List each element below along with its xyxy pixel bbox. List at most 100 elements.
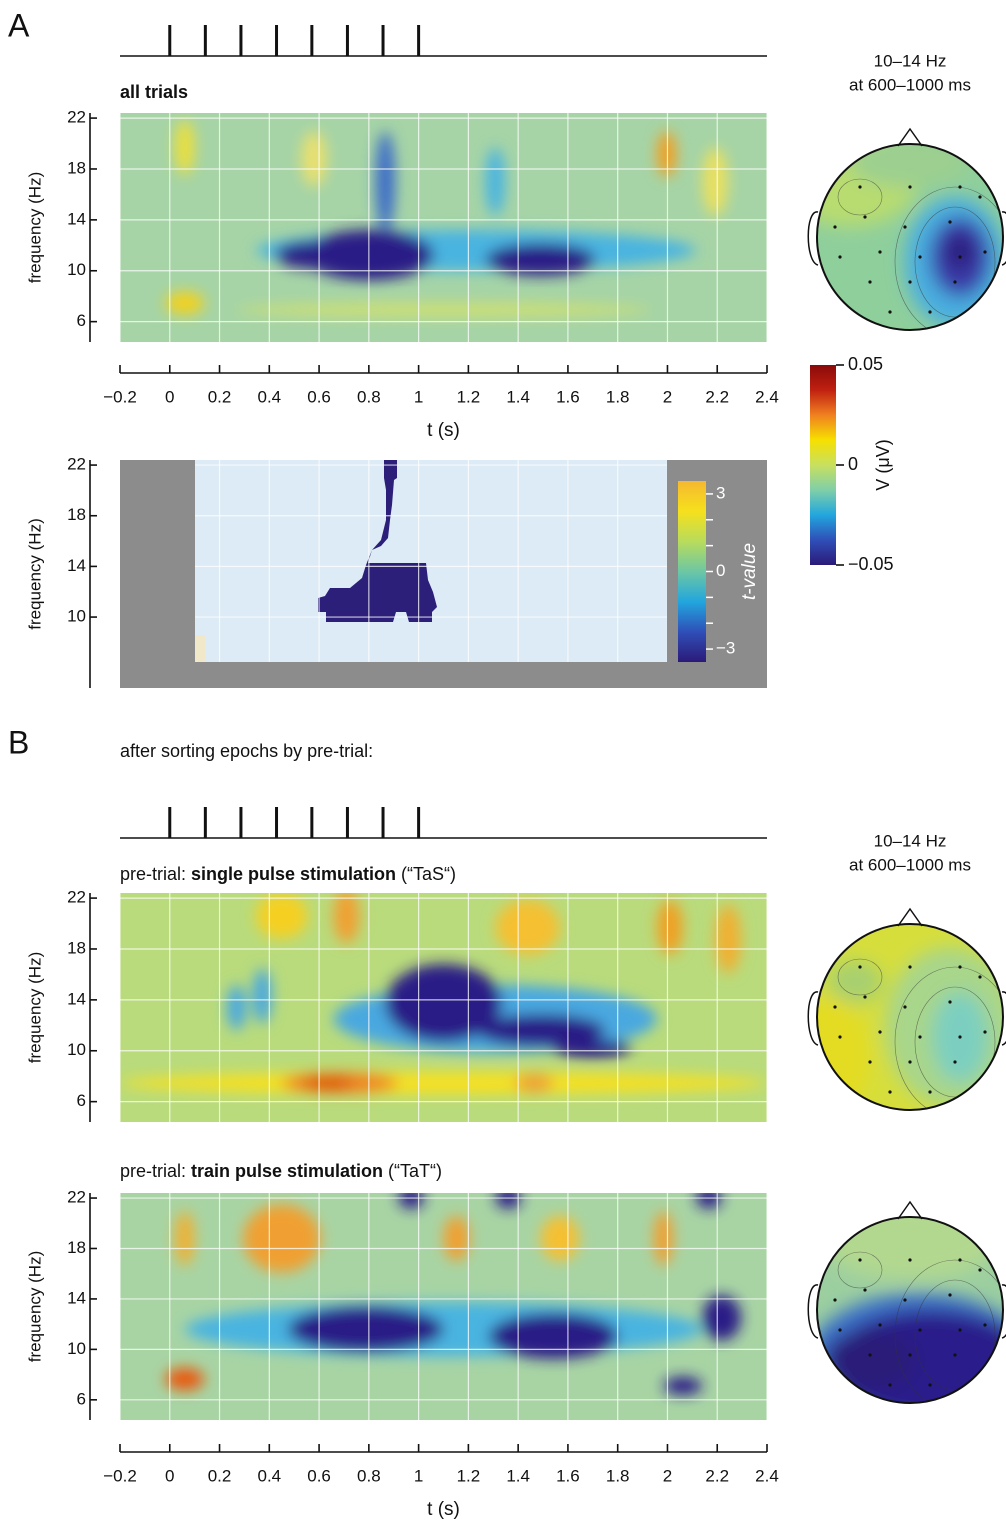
heatmap-blob	[443, 1215, 470, 1262]
heatmap-blob	[695, 1193, 722, 1209]
y-tick-label: 18	[67, 1238, 86, 1257]
electrode	[918, 1328, 922, 1332]
colorbar-label: V (μV)	[873, 439, 893, 490]
head-outline	[816, 923, 1004, 1111]
electrode	[918, 1035, 922, 1039]
nonsignificant-area	[195, 460, 667, 662]
topomap-blob	[827, 960, 883, 1004]
panel-subtitle: after sorting epochs by pre-trial:	[120, 741, 373, 761]
grid	[195, 460, 667, 662]
heatmap-image	[120, 893, 767, 1122]
topomap	[817, 144, 1003, 330]
heatmap-blob	[255, 893, 308, 939]
contour-line	[837, 1251, 883, 1289]
topomap-blobs	[817, 1217, 1003, 1403]
y-tick-label: 14	[67, 989, 86, 1008]
colorbar-tick-label: 0.05	[848, 354, 883, 374]
ear	[1001, 211, 1006, 266]
electrode	[948, 220, 952, 224]
panel-label: A	[8, 7, 30, 43]
heatmap-blob	[375, 131, 395, 233]
heatmap-blob	[174, 119, 195, 175]
x-tick-label: 0.2	[208, 1466, 232, 1485]
x-tick-label: 1.4	[506, 1466, 530, 1485]
heatmap-blob	[657, 131, 677, 178]
y-tick-label: 14	[67, 209, 86, 228]
heatmap-blob	[715, 904, 742, 974]
colorbar	[810, 365, 836, 565]
electrode	[833, 1005, 837, 1009]
title-part: pre-trial:	[120, 864, 191, 884]
electrode	[958, 255, 962, 259]
heatmap-blob	[398, 1193, 425, 1209]
electrode	[863, 215, 867, 219]
electrode	[908, 1258, 912, 1262]
x-tick-label: 2.4	[755, 1466, 779, 1485]
contour-line	[837, 178, 883, 216]
electrode	[903, 225, 907, 229]
x-tick-label: 0.4	[257, 1466, 281, 1485]
x-tick-label: 2.2	[705, 387, 729, 406]
topomap-blob	[820, 1217, 1000, 1280]
y-tick-label: 22	[67, 108, 86, 127]
heatmap-blob	[553, 1039, 632, 1058]
grid	[119, 1193, 768, 1420]
heatmap-blob	[653, 1211, 674, 1266]
electrode	[908, 1353, 912, 1357]
electrode	[858, 185, 862, 189]
electrode	[833, 225, 837, 229]
x-tick-label: 2	[663, 1466, 672, 1485]
title-part: train pulse stimulation	[191, 1161, 383, 1181]
electrode	[838, 255, 842, 259]
topomap-label: 10–14 Hz	[874, 831, 947, 850]
grid	[119, 113, 768, 342]
heatmap-blob	[236, 303, 651, 317]
contour-line	[914, 1279, 996, 1391]
x-tick-label: 1.6	[556, 1466, 580, 1485]
y-tick-label: 6	[77, 1389, 86, 1408]
topomap-label: at 600–1000 ms	[849, 75, 971, 94]
x-tick-label: 0	[165, 387, 174, 406]
electrode	[953, 1060, 957, 1064]
y-tick-label: 18	[67, 505, 86, 524]
y-axis-label: frequency (Hz)	[25, 172, 44, 283]
x-tick-label: −0.2	[103, 1466, 137, 1485]
electrode	[928, 310, 932, 314]
contour-line	[837, 958, 883, 996]
electrode	[888, 310, 892, 314]
electrode	[903, 1298, 907, 1302]
heatmap-blob	[242, 1204, 321, 1273]
heatmap-blob	[226, 984, 247, 1031]
colorbar-tick-label: 0	[716, 561, 725, 580]
heatmap-blob	[184, 1301, 703, 1357]
electrode	[958, 1258, 962, 1262]
electrode	[858, 1258, 862, 1262]
y-tick-label: 6	[77, 1091, 86, 1110]
electrode	[983, 1323, 987, 1327]
colorbar	[678, 481, 706, 662]
x-tick-label: 0.2	[208, 387, 232, 406]
electrode	[958, 1328, 962, 1332]
x-tick-label: 2.2	[705, 1466, 729, 1485]
contour-line	[914, 206, 996, 318]
x-tick-label: 2	[663, 387, 672, 406]
title-part: all trials	[120, 82, 188, 102]
heatmap-blobs	[165, 1193, 742, 1396]
x-axis-label: t (s)	[427, 1499, 460, 1520]
title-part: (“TaT“)	[383, 1161, 442, 1181]
x-tick-label: 0.8	[357, 1466, 381, 1485]
y-tick-label: 18	[67, 158, 86, 177]
contour-line	[894, 966, 1003, 1110]
x-tick-label: 2.4	[755, 387, 779, 406]
topomap-blob	[946, 234, 974, 270]
y-tick-label: 22	[67, 1188, 86, 1207]
electrode	[953, 280, 957, 284]
electrode	[948, 1000, 952, 1004]
electrode	[958, 1035, 962, 1039]
title-part: single pulse stimulation	[191, 864, 396, 884]
heatmap-blob	[540, 1215, 580, 1262]
nose	[897, 907, 923, 927]
electrode	[978, 1268, 982, 1272]
significant-cluster	[318, 460, 437, 622]
y-axis-label: frequency (Hz)	[25, 952, 44, 1063]
